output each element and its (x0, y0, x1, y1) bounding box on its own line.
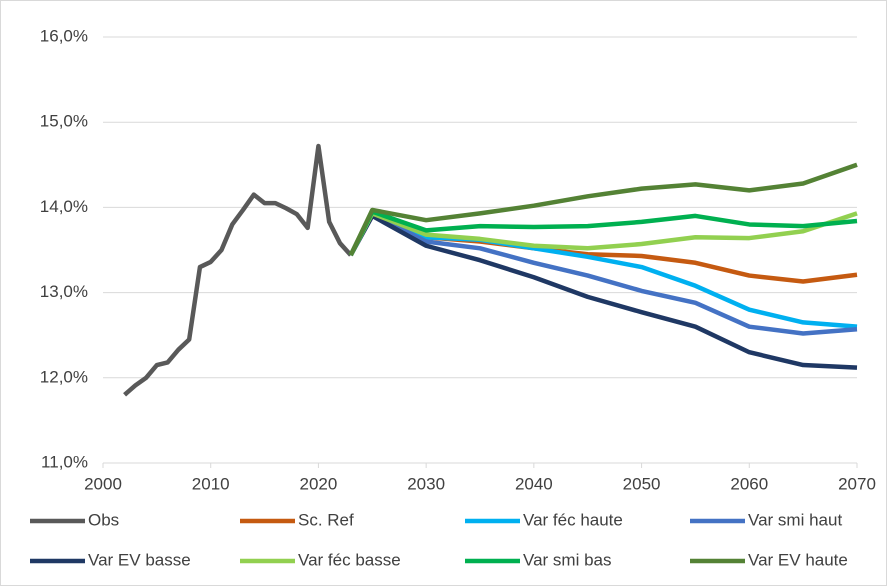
y-tick-label: 12,0% (40, 367, 88, 386)
y-tick-label: 13,0% (40, 282, 88, 301)
x-tick-label: 2030 (407, 474, 445, 493)
x-tick-label: 2000 (84, 474, 122, 493)
series-line (348, 209, 858, 257)
legend-label: Sc. Ref (298, 510, 354, 529)
x-tick-label: 2060 (730, 474, 768, 493)
legend-label: Var féc basse (298, 550, 401, 569)
series-line (348, 213, 858, 370)
legend-label: Var EV haute (748, 550, 848, 569)
legend-label: Obs (88, 510, 119, 529)
y-tick-label: 11,0% (41, 452, 88, 471)
legend-label: Var smi haut (748, 510, 842, 529)
x-tick-label: 2050 (623, 474, 661, 493)
y-tick-label: 14,0% (40, 197, 88, 216)
legend-label: Var smi bas (523, 550, 612, 569)
x-tick-label: 2010 (192, 474, 230, 493)
legend-label: Var féc haute (523, 510, 623, 529)
legend-label: Var EV basse (88, 550, 191, 569)
series-line (348, 211, 858, 336)
series-line (348, 162, 858, 257)
x-tick-label: 2070 (838, 474, 876, 493)
x-tick-label: 2040 (515, 474, 553, 493)
series-line (123, 143, 353, 397)
series-line (348, 211, 858, 257)
y-tick-label: 16,0% (40, 26, 88, 45)
x-tick-label: 2020 (300, 474, 338, 493)
y-tick-label: 15,0% (40, 112, 88, 131)
